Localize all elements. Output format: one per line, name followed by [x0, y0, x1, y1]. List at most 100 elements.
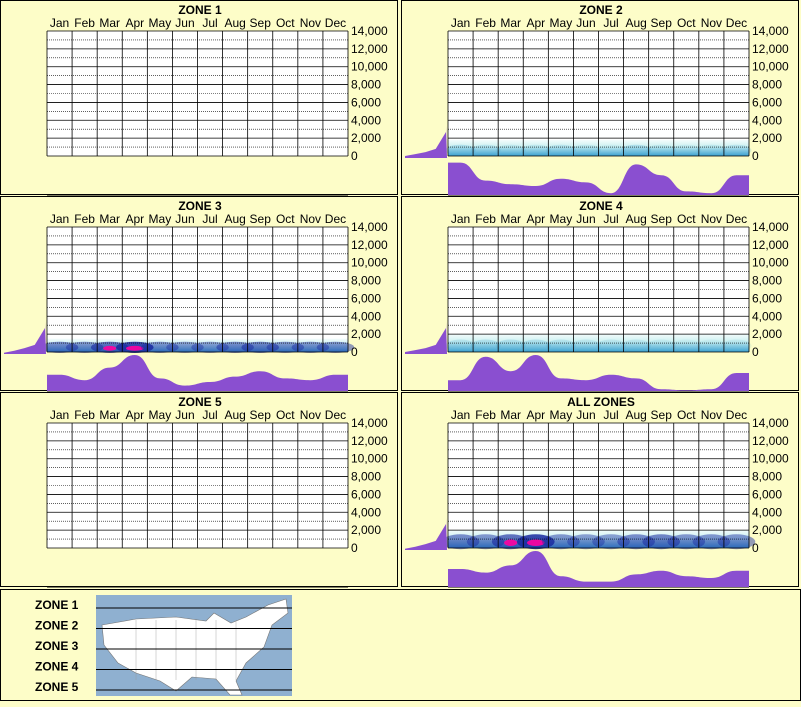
- chart-svg: ZONE 2 Jan Feb Mar Apr May Jun Jul Aug Sep Oct Nov D…: [405, 3, 789, 196]
- y-tick-label: 0: [752, 345, 759, 359]
- chart-svg: ALL ZONES Jan Feb Mar Apr May Jun Jul Aug Sep Oct N…: [405, 395, 789, 588]
- month-label: Aug: [224, 16, 245, 30]
- month-label: Mar: [99, 408, 120, 422]
- month-label: Oct: [677, 16, 696, 30]
- zone-label: ZONE 3: [35, 639, 79, 653]
- chart-panel-4: ZONE 4 Jan Feb Mar Apr May Jun Jul Aug Sep Oct Nov D…: [401, 196, 799, 392]
- heat-cell: [671, 339, 702, 352]
- month-label: May: [149, 212, 172, 226]
- heat-cell: [721, 339, 752, 352]
- y-tick-label: 10,000: [752, 60, 789, 74]
- month-label: May: [149, 408, 172, 422]
- month-label: Sep: [250, 16, 272, 30]
- chart-title: ZONE 1: [178, 3, 222, 17]
- chart-title: ZONE 4: [579, 199, 623, 213]
- month-label: Feb: [74, 408, 95, 422]
- month-label: Sep: [651, 212, 673, 226]
- month-label: Jul: [603, 408, 618, 422]
- month-label: Mar: [99, 212, 120, 226]
- heat-cell: [445, 339, 476, 352]
- month-label: Apr: [526, 408, 545, 422]
- y-tick-label: 8,000: [351, 470, 381, 484]
- month-label: Nov: [701, 408, 722, 422]
- heat-cell: [667, 534, 706, 550]
- monthly-profile-area: [448, 355, 749, 391]
- y-tick-label: 8,000: [752, 274, 782, 288]
- heat-cell: [721, 144, 752, 156]
- month-label: Jul: [202, 16, 217, 30]
- chart-title: ZONE 5: [178, 395, 222, 409]
- elevation-profile-area: [4, 322, 46, 354]
- y-tick-label: 14,000: [752, 220, 789, 234]
- month-label: Aug: [625, 212, 646, 226]
- y-tick-label: 4,000: [351, 505, 381, 519]
- y-tick-label: 2,000: [752, 523, 782, 537]
- heat-cell: [567, 534, 605, 550]
- month-label: Mar: [500, 16, 521, 30]
- y-tick-label: 10,000: [752, 452, 789, 466]
- y-tick-label: 8,000: [351, 78, 381, 92]
- y-tick-label: 12,000: [752, 238, 789, 252]
- month-label: Oct: [677, 212, 696, 226]
- zone-label: ZONE 1: [35, 598, 79, 612]
- heat-cell: [445, 144, 476, 156]
- heat-cell: [545, 144, 576, 156]
- month-label: Dec: [726, 212, 747, 226]
- month-label: Feb: [475, 16, 496, 30]
- chart-panel-2: ZONE 2 Jan Feb Mar Apr May Jun Jul Aug Sep Oct Nov D…: [401, 0, 799, 196]
- month-label: Jun: [576, 408, 595, 422]
- y-tick-label: 2,000: [351, 523, 381, 537]
- y-tick-label: 8,000: [752, 78, 782, 92]
- month-label: Nov: [300, 16, 321, 30]
- y-tick-label: 14,000: [351, 24, 388, 38]
- y-tick-label: 6,000: [752, 291, 782, 305]
- y-tick-label: 10,000: [752, 256, 789, 270]
- month-label: Dec: [325, 212, 346, 226]
- month-label: May: [149, 16, 172, 30]
- y-tick-label: 12,000: [752, 42, 789, 56]
- month-label: Apr: [125, 408, 144, 422]
- month-label: Jul: [202, 212, 217, 226]
- y-tick-label: 14,000: [752, 416, 789, 430]
- y-tick-label: 12,000: [351, 42, 388, 56]
- y-tick-label: 10,000: [351, 256, 388, 270]
- heat-cell: [570, 144, 602, 156]
- month-label: Dec: [726, 16, 747, 30]
- month-label: Feb: [74, 212, 95, 226]
- y-tick-label: 8,000: [752, 470, 782, 484]
- elevation-profile-area: [405, 126, 447, 158]
- month-label: Jul: [202, 408, 217, 422]
- zone-legend-panel: ZONE 1 ZONE 2 ZONE 3 ZONE 4 ZONE 5: [0, 589, 801, 701]
- heat-cell: [520, 144, 551, 156]
- heat-cell: [40, 341, 79, 353]
- heat-cell: [642, 534, 681, 550]
- zone-label: ZONE 4: [35, 660, 79, 674]
- month-label: May: [550, 16, 573, 30]
- y-tick-label: 2,000: [351, 131, 381, 145]
- heat-cell: [696, 339, 727, 352]
- chart-svg: ZONE 4 Jan Feb Mar Apr May Jun Jul Aug Sep Oct Nov D…: [405, 199, 789, 392]
- elevation-profile-area: [405, 322, 447, 354]
- monthly-profile-area: [448, 551, 749, 587]
- heat-cell: [316, 341, 355, 353]
- zone-legend-svg: ZONE 1 ZONE 2 ZONE 3 ZONE 4 ZONE 5: [35, 595, 292, 696]
- y-tick-label: 2,000: [752, 327, 782, 341]
- heat-cell: [621, 144, 652, 156]
- y-tick-label: 4,000: [351, 113, 381, 127]
- y-tick-label: 6,000: [752, 95, 782, 109]
- y-tick-label: 4,000: [752, 505, 782, 519]
- heat-cell: [266, 341, 305, 353]
- y-tick-label: 2,000: [351, 327, 381, 341]
- chart-panel-5: ZONE 5 Jan Feb Mar Apr May Jun Jul Aug Sep Oct Nov D…: [0, 392, 398, 588]
- heat-hotspot: [504, 539, 518, 546]
- heat-cell: [696, 144, 727, 156]
- month-label: Aug: [224, 408, 245, 422]
- chart-svg: ZONE 1 Jan Feb Mar Apr May Jun Jul Aug Sep Oct Nov D…: [46, 3, 388, 196]
- elevation-profile-area: [405, 518, 447, 550]
- month-label: Oct: [276, 408, 295, 422]
- month-label: Dec: [325, 16, 346, 30]
- heat-cell: [542, 534, 580, 550]
- heat-cell: [545, 339, 576, 352]
- chart-panel-6: ALL ZONES Jan Feb Mar Apr May Jun Jul Aug Sep Oct N…: [401, 392, 799, 588]
- y-tick-label: 0: [351, 541, 358, 555]
